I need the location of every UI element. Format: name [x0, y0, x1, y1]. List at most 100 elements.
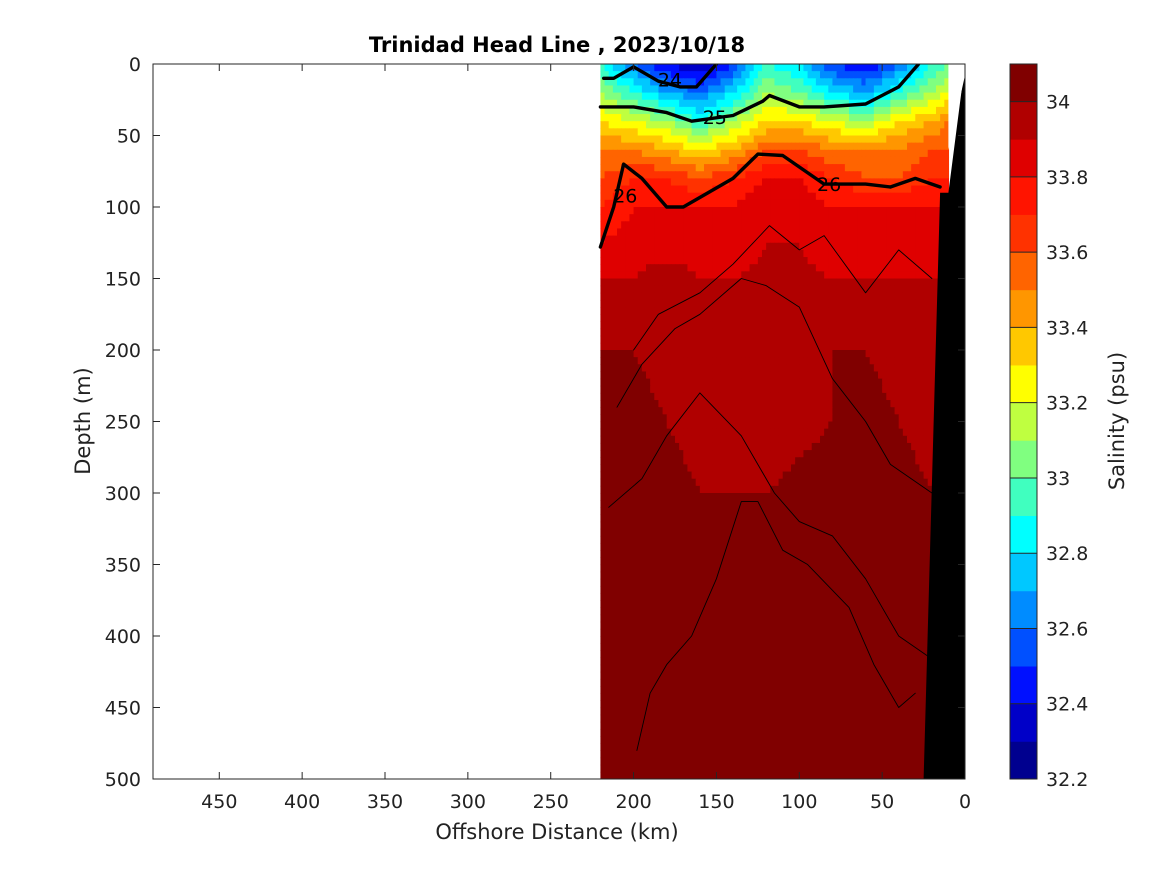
- salinity-cell: [737, 185, 742, 194]
- salinity-cell: [749, 171, 755, 179]
- salinity-cell: [902, 199, 908, 208]
- salinity-cell: [654, 278, 660, 287]
- salinity-cell: [720, 164, 726, 172]
- salinity-cell: [604, 400, 610, 408]
- salinity-cell: [629, 199, 635, 208]
- salinity-cell: [782, 142, 788, 151]
- salinity-cell: [762, 307, 767, 315]
- salinity-cell: [766, 271, 771, 280]
- salinity-cell: [658, 407, 664, 415]
- salinity-cell: [650, 128, 655, 137]
- salinity-cell: [836, 221, 842, 230]
- salinity-cell: [911, 214, 916, 222]
- salinity-cell: [608, 464, 614, 473]
- salinity-cell: [741, 171, 747, 179]
- salinity-cell: [737, 235, 742, 244]
- salinity-cell: [902, 385, 908, 394]
- salinity-cell: [741, 214, 747, 222]
- salinity-cell: [886, 442, 892, 451]
- salinity-cell: [741, 257, 747, 265]
- salinity-cell: [815, 378, 821, 387]
- salinity-cell: [637, 328, 643, 337]
- salinity-cell: [757, 378, 763, 387]
- salinity-cell: [712, 285, 718, 294]
- salinity-cell: [757, 421, 763, 430]
- salinity-cell: [687, 299, 693, 308]
- salinity-cell: [898, 221, 904, 230]
- salinity-cell: [803, 378, 809, 387]
- salinity-cell: [811, 164, 817, 172]
- salinity-cell: [803, 457, 809, 465]
- salinity-cell: [940, 64, 945, 72]
- salinity-cell: [604, 214, 610, 222]
- salinity-cell: [857, 164, 863, 172]
- salinity-cell: [741, 321, 747, 330]
- salinity-cell: [658, 257, 664, 265]
- salinity-cell: [832, 414, 838, 423]
- salinity-cell: [629, 385, 635, 394]
- salinity-cell: [762, 78, 767, 87]
- salinity-cell: [894, 221, 900, 230]
- salinity-cell: [691, 428, 697, 437]
- salinity-cell: [766, 242, 771, 251]
- salinity-cell: [824, 342, 829, 351]
- salinity-cell: [762, 164, 767, 172]
- salinity-cell: [675, 85, 680, 94]
- salinity-cell: [670, 385, 676, 394]
- salinity-cell: [836, 278, 842, 287]
- salinity-cell: [915, 278, 921, 287]
- salinity-cell: [770, 442, 776, 451]
- salinity-cell: [612, 142, 618, 151]
- salinity-cell: [927, 307, 933, 315]
- salinity-cell: [832, 156, 838, 165]
- salinity-cell: [878, 199, 883, 208]
- salinity-cell: [695, 385, 701, 394]
- salinity-cell: [770, 421, 776, 430]
- salinity-cell: [795, 364, 800, 373]
- salinity-cell: [832, 214, 838, 222]
- salinity-cell: [753, 121, 759, 129]
- salinity-cell: [878, 407, 883, 415]
- salinity-cell: [757, 407, 763, 415]
- salinity-cell: [803, 471, 809, 480]
- salinity-cell: [799, 128, 805, 137]
- salinity-cell: [633, 471, 639, 480]
- salinity-cell: [629, 457, 635, 465]
- salinity-cell: [662, 385, 668, 394]
- salinity-cell: [840, 221, 846, 230]
- salinity-cell: [844, 214, 850, 222]
- salinity-cell: [782, 85, 788, 94]
- salinity-cell: [629, 92, 635, 101]
- salinity-cell: [869, 342, 875, 351]
- salinity-cell: [604, 114, 610, 122]
- salinity-cell: [683, 106, 689, 115]
- salinity-cell: [803, 92, 809, 101]
- salinity-cell: [799, 156, 805, 165]
- salinity-cell: [720, 307, 726, 315]
- salinity-cell: [815, 400, 821, 408]
- salinity-cell: [840, 64, 846, 72]
- salinity-cell: [911, 321, 916, 330]
- salinity-cell: [629, 142, 635, 151]
- salinity-cell: [865, 264, 871, 272]
- salinity-cell: [691, 400, 697, 408]
- salinity-cell: [716, 428, 722, 437]
- salinity-cell: [695, 121, 701, 129]
- salinity-cell: [778, 285, 784, 294]
- salinity-cell: [762, 435, 767, 444]
- salinity-cell: [836, 92, 842, 101]
- salinity-cell: [733, 185, 738, 194]
- salinity-cell: [923, 428, 929, 437]
- salinity-cell: [815, 307, 821, 315]
- salinity-cell: [919, 321, 925, 330]
- salinity-cell: [604, 314, 610, 322]
- salinity-cell: [753, 321, 759, 330]
- salinity-cell: [691, 478, 697, 487]
- salinity-cell: [641, 378, 647, 387]
- salinity-cell: [617, 414, 622, 423]
- salinity-cell: [621, 121, 626, 129]
- salinity-cell: [650, 156, 655, 165]
- salinity-cell: [878, 242, 883, 251]
- salinity-cell: [795, 264, 800, 272]
- salinity-cell: [654, 428, 660, 437]
